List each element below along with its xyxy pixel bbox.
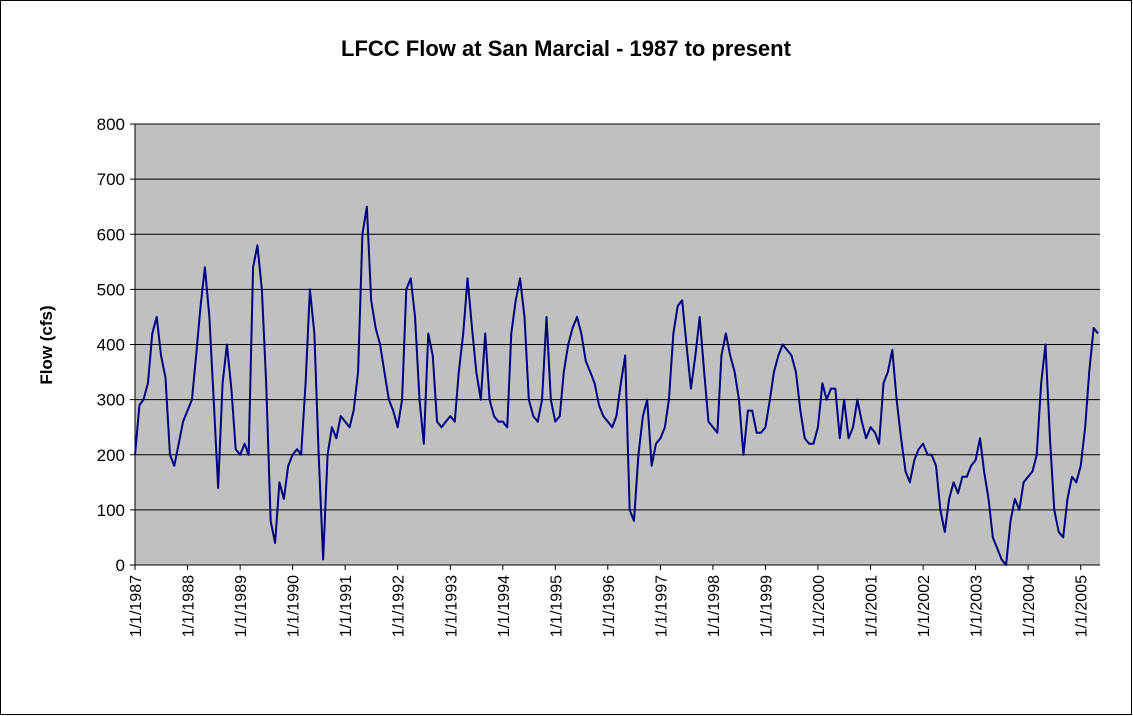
x-tick-label: 1/1/2000	[811, 575, 828, 637]
x-tick-label: 1/1/1987	[128, 575, 145, 637]
x-tick-label: 1/1/2001	[864, 575, 881, 637]
y-tick-label: 700	[97, 170, 125, 189]
x-tick-label: 1/1/1994	[496, 575, 513, 637]
x-tick-label: 1/1/1990	[286, 575, 303, 637]
x-tick-label: 1/1/1993	[443, 575, 460, 637]
x-tick-label: 1/1/2002	[916, 575, 933, 637]
x-tick-label: 1/1/1988	[181, 575, 198, 637]
y-tick-label: 800	[97, 115, 125, 134]
y-tick-label: 100	[97, 501, 125, 520]
x-tick-label: 1/1/1991	[338, 575, 355, 637]
y-tick-label: 400	[97, 336, 125, 355]
x-tick-label: 1/1/1998	[706, 575, 723, 637]
x-tick-label: 1/1/1995	[548, 575, 565, 637]
x-tick-label: 1/1/2004	[1021, 575, 1038, 637]
y-tick-label: 0	[116, 556, 125, 575]
y-tick-label: 600	[97, 225, 125, 244]
x-tick-label: 1/1/1996	[601, 575, 618, 637]
chart-title: LFCC Flow at San Marcial - 1987 to prese…	[341, 36, 792, 61]
y-tick-label: 300	[97, 391, 125, 410]
x-tick-label: 1/1/1999	[758, 575, 775, 637]
x-tick-label: 1/1/1989	[233, 575, 250, 637]
y-tick-label: 500	[97, 280, 125, 299]
x-tick-label: 1/1/2005	[1074, 575, 1091, 637]
data-line	[134, 205, 1099, 566]
x-tick-label: 1/1/1992	[391, 575, 408, 637]
y-tick-label: 200	[97, 446, 125, 465]
y-axis-label: Flow (cfs)	[37, 305, 56, 384]
x-tick-label: 1/1/2003	[969, 575, 986, 637]
x-tick-label: 1/1/1997	[653, 575, 670, 637]
